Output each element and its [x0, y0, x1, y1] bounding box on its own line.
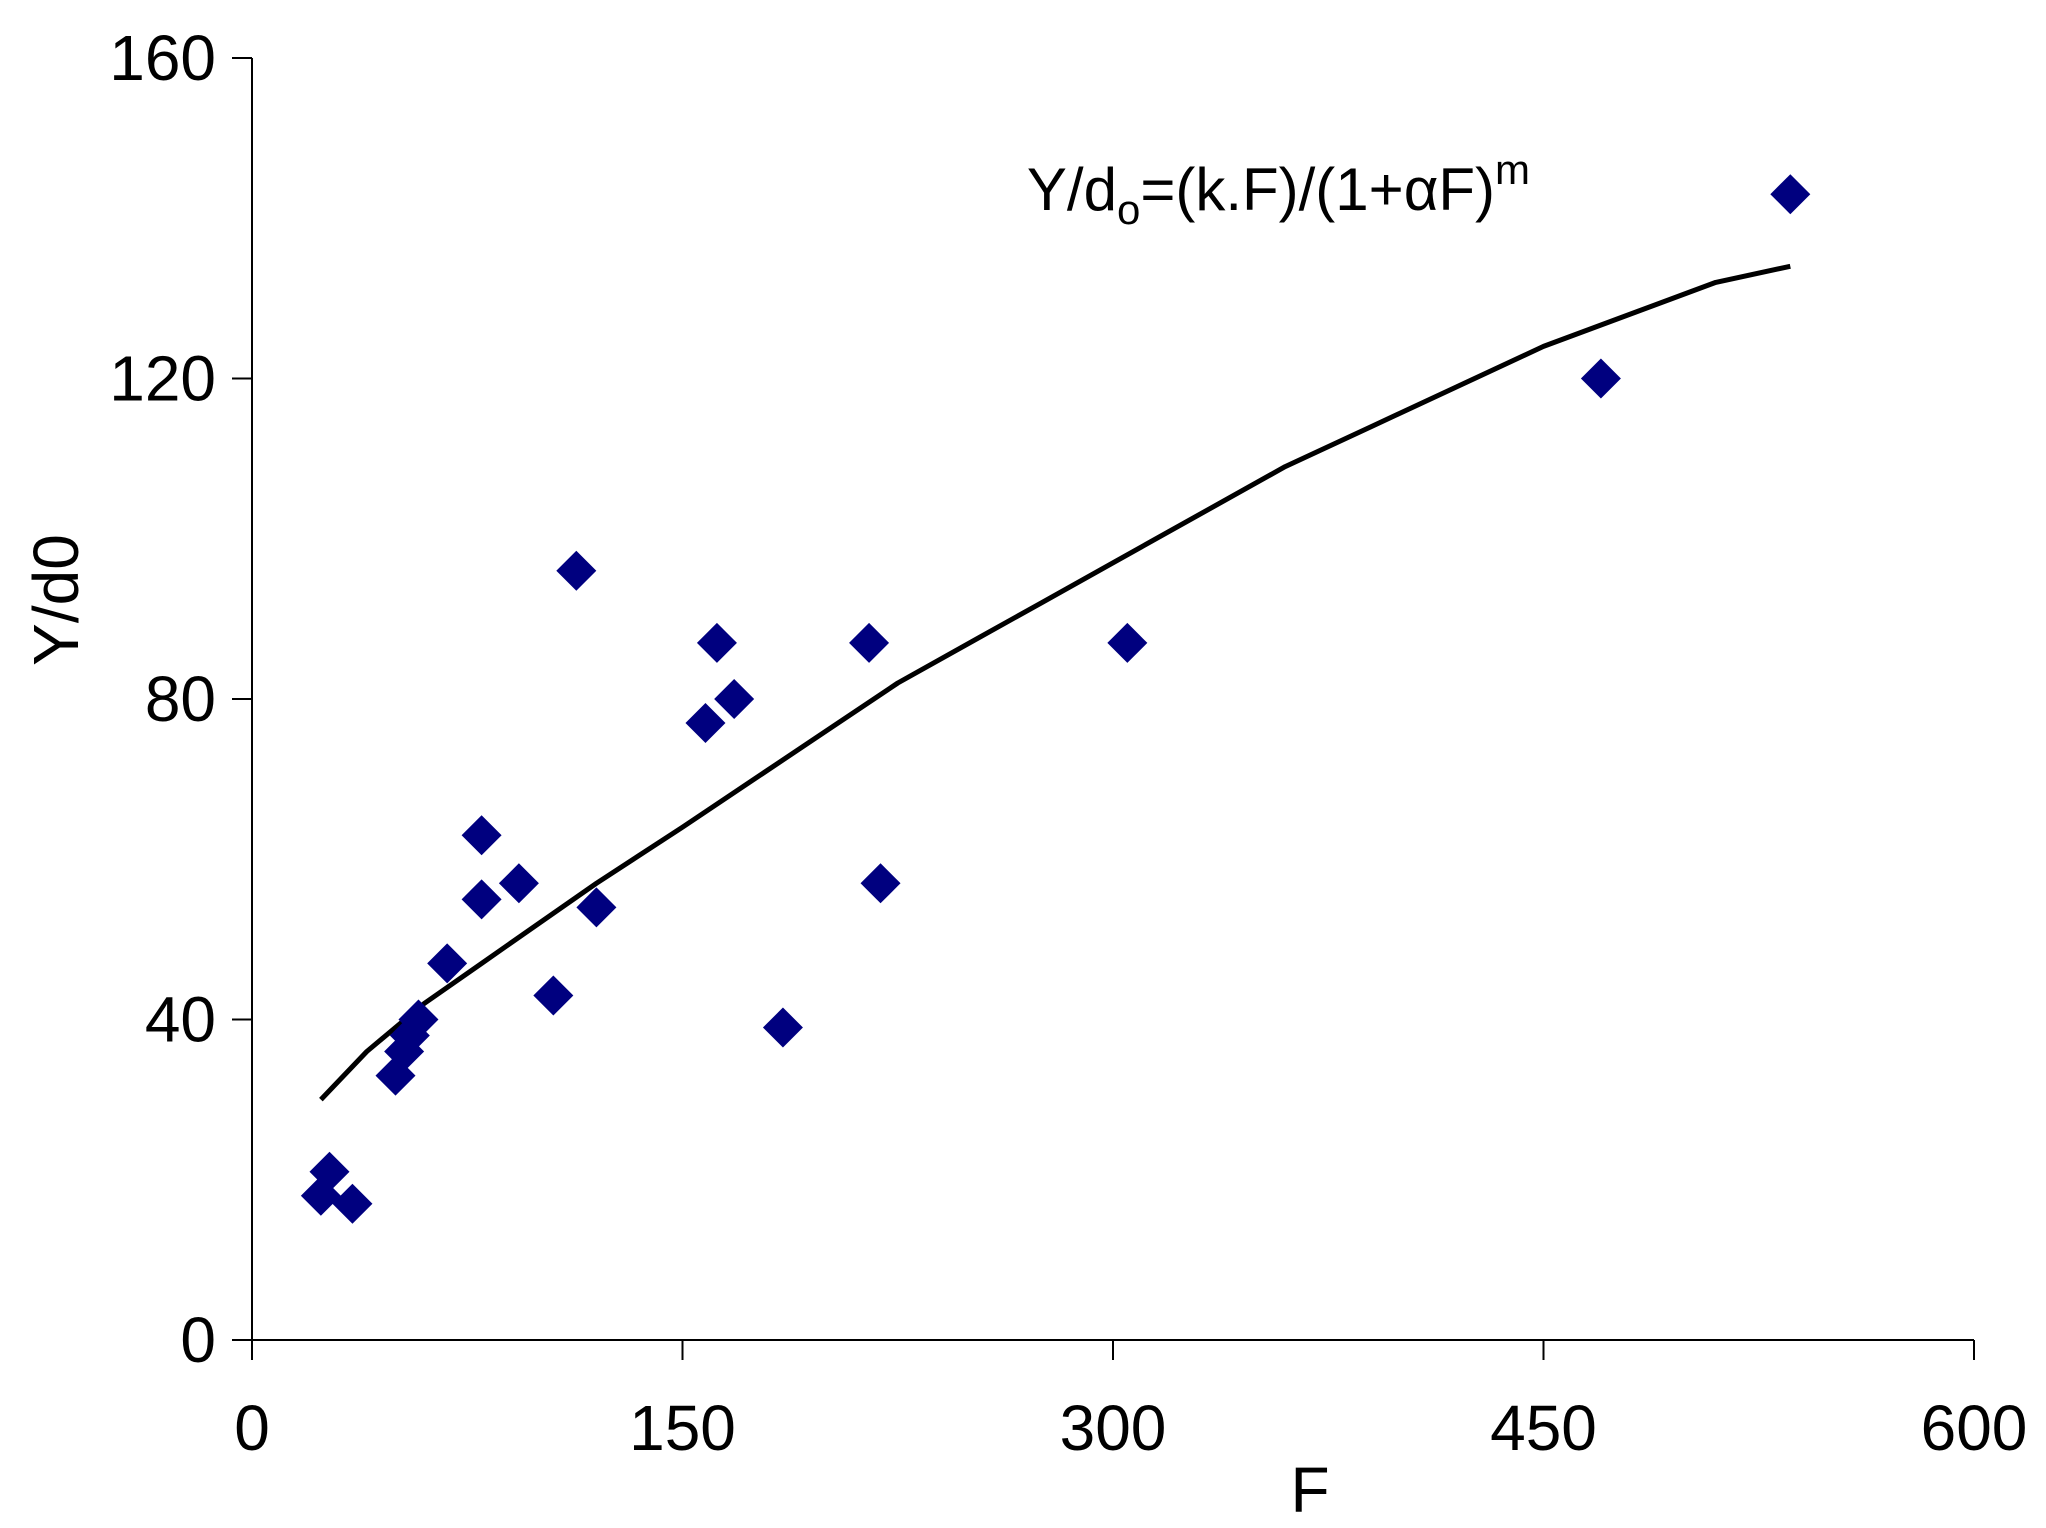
x-tick-label: 450	[1490, 1392, 1597, 1464]
y-tick-label: 160	[109, 22, 216, 94]
data-point	[398, 999, 439, 1040]
equation-annotation: Y/do=(k.F)/(1+αF)m	[1027, 146, 1530, 233]
fit-curve	[319, 263, 1791, 1102]
data-point	[860, 863, 901, 904]
x-tick-label: 600	[1921, 1392, 2028, 1464]
data-point	[332, 1183, 373, 1224]
x-tick-label: 150	[629, 1392, 736, 1464]
data-point	[685, 703, 726, 744]
data-point	[1770, 174, 1811, 215]
data-point	[309, 1151, 350, 1192]
fit-curve-group	[319, 263, 1791, 1102]
data-point	[498, 863, 539, 904]
y-tick-label: 80	[145, 663, 216, 735]
y-axis-title: Y/d0	[20, 534, 92, 666]
data-point	[714, 679, 755, 719]
data-point	[696, 622, 737, 663]
y-tick-label: 40	[145, 984, 216, 1056]
x-tick-label: 0	[234, 1392, 270, 1464]
axes: 0 40 80 120 160 0 150 300 450 600 F Y/d0	[20, 22, 2027, 1526]
y-tick-label: 120	[109, 343, 216, 415]
x-tick-label: 300	[1060, 1392, 1167, 1464]
x-axis-title: F	[1290, 1454, 1329, 1526]
data-point	[1580, 358, 1621, 399]
equation-text: Y/do=(k.F)/(1+αF)m	[1027, 146, 1530, 233]
data-point	[533, 975, 574, 1016]
data-point	[427, 943, 468, 984]
data-point	[849, 622, 890, 663]
data-point	[762, 1007, 803, 1048]
data-point	[556, 550, 597, 591]
data-point	[461, 879, 502, 920]
data-points	[300, 174, 1811, 1224]
data-point	[1107, 622, 1148, 663]
data-point	[576, 887, 617, 928]
y-tick-label: 0	[180, 1304, 216, 1376]
data-point	[461, 815, 502, 856]
